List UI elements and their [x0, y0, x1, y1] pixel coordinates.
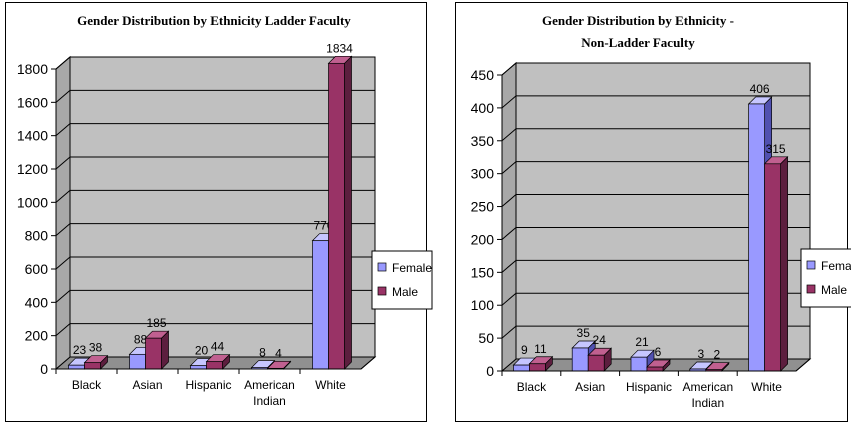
y-tick-label: 450	[471, 67, 495, 83]
data-label-male-hispanic: 44	[211, 340, 225, 354]
chart-ladder-faculty: Gender Distribution by Ethnicity Ladder …	[17, 13, 433, 408]
gridline	[501, 128, 810, 142]
category-label-american-indian: Indian	[691, 396, 724, 410]
y-tick-label: 300	[471, 166, 495, 182]
data-label-female-asian: 35	[577, 326, 591, 340]
y-tick-label: 350	[471, 133, 495, 149]
data-label-male-black: 38	[89, 341, 103, 355]
y-tick-label: 100	[471, 297, 495, 313]
data-label-male-white: 1834	[326, 41, 353, 55]
y-tick-label: 400	[25, 294, 49, 310]
bar-male-hispanic	[205, 353, 231, 370]
bar-female-hispanic	[630, 349, 655, 372]
legend-label-male: Male	[821, 283, 847, 297]
gridline	[55, 56, 375, 70]
category-label-american-indian: American	[244, 378, 295, 392]
category-label-asian: Asian	[132, 378, 162, 392]
gridline	[501, 325, 810, 339]
y-tick-label: 250	[471, 199, 495, 215]
category-label-black: Black	[517, 380, 547, 394]
gridline	[501, 95, 810, 109]
floor-edge	[795, 358, 811, 372]
bar-male-white	[763, 155, 789, 372]
legend-label-male: Male	[392, 285, 418, 299]
gridline	[55, 256, 375, 270]
legend-label-female: Female	[821, 259, 851, 273]
gridline	[55, 323, 375, 337]
data-label-male-american-indian: 2	[713, 348, 720, 362]
gridline	[55, 89, 375, 103]
gridline	[55, 189, 375, 203]
legend: Female Male	[371, 250, 433, 310]
data-label-female-hispanic: 20	[195, 344, 209, 358]
gridline	[55, 223, 375, 237]
data-label-female-black: 9	[521, 343, 528, 357]
category-label-asian: Asian	[575, 380, 605, 394]
y-tick-label: 0	[486, 363, 494, 379]
gridline	[55, 289, 375, 303]
chart-title: Gender Distribution by Ethnicity -	[542, 13, 734, 28]
y-tick-label: 1400	[17, 128, 48, 144]
gridline	[55, 156, 375, 170]
data-label-male-white: 315	[766, 142, 786, 156]
y-tick-label: 1000	[17, 194, 48, 210]
category-label-white: White	[751, 380, 782, 394]
bar-male-american-indian	[704, 361, 730, 372]
bar-male-black	[528, 355, 554, 372]
data-label-male-asian: 185	[146, 316, 166, 330]
category-label-hispanic: Hispanic	[185, 378, 231, 392]
legend-swatch-male	[806, 284, 816, 294]
data-label-female-white: 406	[750, 82, 770, 96]
plot-side-wall	[55, 55, 71, 371]
y-tick-label: 200	[471, 231, 495, 247]
data-label-female-asian: 88	[134, 332, 148, 346]
legend-swatch-female	[377, 262, 387, 272]
y-tick-label: 1800	[17, 61, 48, 77]
bar-male-black	[83, 354, 109, 370]
y-tick-label: 50	[478, 330, 494, 346]
gridline	[501, 259, 810, 273]
y-tick-label: 1200	[17, 161, 48, 177]
chart-title: Gender Distribution by Ethnicity Ladder …	[77, 13, 351, 28]
category-label-white: White	[315, 378, 346, 392]
gridline	[501, 161, 810, 175]
gridline	[55, 123, 375, 137]
data-label-male-american-indian: 4	[275, 346, 282, 360]
data-label-male-asian: 24	[593, 333, 607, 347]
legend-swatch-male	[377, 286, 387, 296]
chart-panel-ladder-faculty: Gender Distribution by Ethnicity Ladder …	[5, 2, 433, 422]
legend-swatch-female	[806, 260, 816, 270]
y-tick-label: 200	[25, 328, 49, 344]
gridline	[501, 292, 810, 306]
y-tick-label: 1600	[17, 94, 48, 110]
category-label-hispanic: Hispanic	[626, 380, 672, 394]
category-label-black: Black	[72, 378, 102, 392]
y-tick-label: 0	[40, 361, 48, 377]
y-tick-label: 400	[471, 100, 495, 116]
y-tick-label: 800	[25, 228, 49, 244]
bar-male-white	[327, 55, 353, 370]
data-label-female-black: 23	[73, 343, 87, 357]
y-tick-label: 600	[25, 261, 49, 277]
y-tick-label: 150	[471, 264, 495, 280]
category-label-american-indian: American	[682, 380, 733, 394]
floor-edge	[360, 356, 376, 370]
gridline	[501, 226, 810, 240]
chart-title: Non-Ladder Faculty	[581, 35, 695, 50]
data-label-female-american-indian: 3	[697, 347, 704, 361]
plot-side-wall	[501, 61, 517, 373]
bar-male-asian	[587, 347, 613, 372]
data-label-female-hispanic: 21	[635, 335, 649, 349]
data-label-male-black: 11	[534, 342, 547, 356]
legend: Female Male	[800, 248, 851, 308]
category-label-american-indian: Indian	[253, 394, 286, 408]
data-label-male-hispanic: 6	[655, 345, 662, 359]
gridline	[501, 62, 810, 76]
data-label-female-american-indian: 8	[259, 346, 266, 360]
legend-label-female: Female	[392, 261, 432, 275]
chart-panel-non-ladder-faculty: Gender Distribution by Ethnicity - Non-La…	[455, 2, 851, 422]
gridline	[501, 194, 810, 207]
chart-non-ladder-faculty: Gender Distribution by Ethnicity - Non-La…	[471, 13, 851, 410]
bar-male-asian	[144, 330, 170, 370]
